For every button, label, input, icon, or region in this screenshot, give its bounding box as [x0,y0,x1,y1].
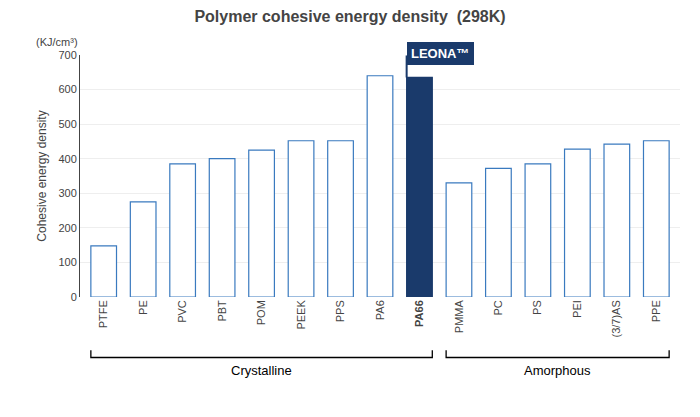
svg-text:PBT: PBT [216,300,228,322]
svg-text:Cohesive energy density: Cohesive energy density [35,110,49,241]
svg-text:500: 500 [58,118,76,130]
svg-text:Crystalline: Crystalline [231,363,292,378]
svg-text:PA6: PA6 [374,300,386,320]
svg-text:PVC: PVC [176,300,188,323]
svg-text:PTFE: PTFE [97,300,109,328]
svg-text:PMMA: PMMA [453,300,465,334]
svg-text:300: 300 [58,187,76,199]
svg-text:(KJ/cm³): (KJ/cm³) [36,36,78,48]
svg-text:PEEK: PEEK [295,300,307,330]
svg-text:PE: PE [137,300,149,315]
svg-text:200: 200 [58,222,76,234]
svg-text:(3/7)AS: (3/7)AS [610,300,622,337]
svg-text:PC: PC [492,300,504,315]
svg-text:LEONA™: LEONA™ [411,46,470,61]
svg-text:PEI: PEI [571,300,583,318]
svg-text:0: 0 [71,291,77,303]
svg-text:POM: POM [255,300,267,325]
svg-text:PPS: PPS [334,300,346,322]
svg-text:PPE: PPE [650,300,662,322]
svg-text:100: 100 [58,256,76,268]
svg-text:Amorphous: Amorphous [524,363,591,378]
svg-text:Polymer cohesive energy densit: Polymer cohesive energy density (298K) [194,8,505,25]
svg-text:400: 400 [58,153,76,165]
svg-text:PS: PS [531,300,543,315]
svg-text:600: 600 [58,83,76,95]
svg-text:PA66: PA66 [413,300,425,327]
svg-text:700: 700 [58,49,76,61]
